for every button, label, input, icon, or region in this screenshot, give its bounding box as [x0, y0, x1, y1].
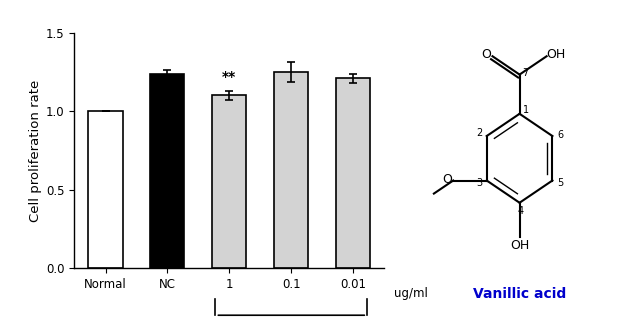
- Text: O: O: [442, 173, 452, 186]
- Bar: [213, 95, 246, 268]
- Text: **: **: [223, 71, 236, 84]
- Bar: [336, 78, 370, 268]
- Y-axis label: Cell proliferation rate: Cell proliferation rate: [29, 79, 42, 222]
- Bar: [274, 72, 308, 268]
- Text: 2: 2: [476, 129, 482, 138]
- Text: 4: 4: [518, 206, 524, 216]
- Text: ug/ml: ug/ml: [394, 287, 427, 300]
- Text: 3: 3: [476, 178, 482, 188]
- Bar: [151, 74, 185, 268]
- Text: 6: 6: [557, 130, 564, 140]
- Text: O: O: [481, 48, 491, 61]
- Text: Vanillic acid: Vanillic acid: [473, 287, 566, 301]
- Bar: [89, 111, 123, 268]
- Text: OH: OH: [510, 239, 529, 251]
- Text: 1: 1: [523, 105, 529, 115]
- Text: OH: OH: [546, 48, 565, 61]
- Text: 7: 7: [523, 68, 529, 78]
- Text: 5: 5: [557, 178, 564, 188]
